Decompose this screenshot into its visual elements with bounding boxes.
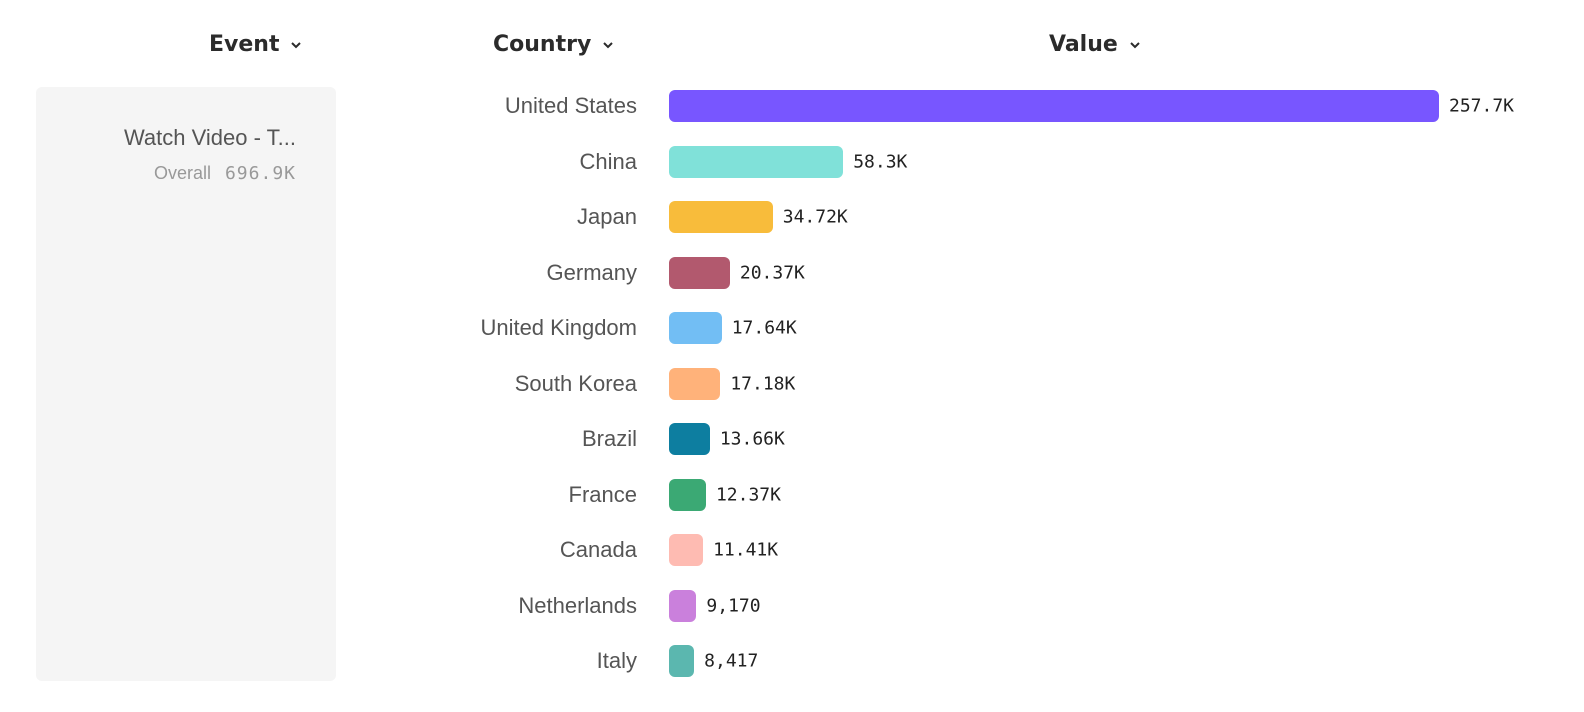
overall-value: 696.9K <box>224 163 296 184</box>
bar-japan[interactable] <box>669 201 773 233</box>
bar-italy[interactable] <box>669 645 695 677</box>
bar-united-states[interactable] <box>669 90 1439 122</box>
country-column-header[interactable]: Country <box>493 32 615 57</box>
value-label: 11.41K <box>713 539 779 561</box>
country-label: United Kingdom <box>480 315 637 340</box>
country-label: China <box>579 148 637 174</box>
value-label: 12.37K <box>715 484 781 505</box>
value-label: 17.18K <box>730 373 796 394</box>
bar-canada[interactable] <box>669 534 704 566</box>
event-panel[interactable]: Watch Video - T... Overall 696.9K <box>36 87 336 681</box>
country-label: South Korea <box>514 370 637 396</box>
country-label: Netherlands <box>518 592 637 618</box>
country-label: Canada <box>559 537 637 562</box>
value-label: 9,170 <box>706 595 761 616</box>
chevron-down-icon <box>603 41 614 48</box>
bar-brazil[interactable] <box>669 423 710 455</box>
chevron-down-icon <box>291 41 302 48</box>
value-header-label: Value <box>1049 32 1118 57</box>
bar-germany[interactable] <box>669 256 730 289</box>
bar-netherlands[interactable] <box>669 589 697 622</box>
bar-france[interactable] <box>669 478 706 511</box>
country-label: Japan <box>577 204 637 229</box>
value-label: 17.64K <box>731 317 797 339</box>
bar-china[interactable] <box>669 145 844 178</box>
country-label: Brazil <box>581 426 637 451</box>
country-header-label: Country <box>493 32 592 57</box>
value-label: 58.3K <box>853 151 908 172</box>
event-name: Watch Video - T... <box>123 125 296 150</box>
overall-label: Overall <box>153 163 211 183</box>
country-label: Germany <box>546 259 637 285</box>
value-label: 8,417 <box>704 650 759 672</box>
country-label: France <box>568 481 637 507</box>
chevron-down-icon <box>1130 41 1140 48</box>
value-label: 257.7K <box>1449 95 1515 117</box>
value-label: 20.37K <box>739 262 805 283</box>
event-header-label: Event <box>209 32 280 57</box>
country-label: United States <box>504 93 637 118</box>
bar-united-kingdom[interactable] <box>669 312 722 344</box>
country-label: Italy <box>596 648 637 673</box>
event-column-header[interactable]: Event <box>209 32 303 57</box>
value-column-header[interactable]: Value <box>1049 32 1142 57</box>
event-overall: Overall 696.9K <box>154 163 296 184</box>
value-label: 13.66K <box>719 428 785 450</box>
bar-south-korea[interactable] <box>669 367 721 400</box>
value-label: 34.72K <box>782 206 848 228</box>
